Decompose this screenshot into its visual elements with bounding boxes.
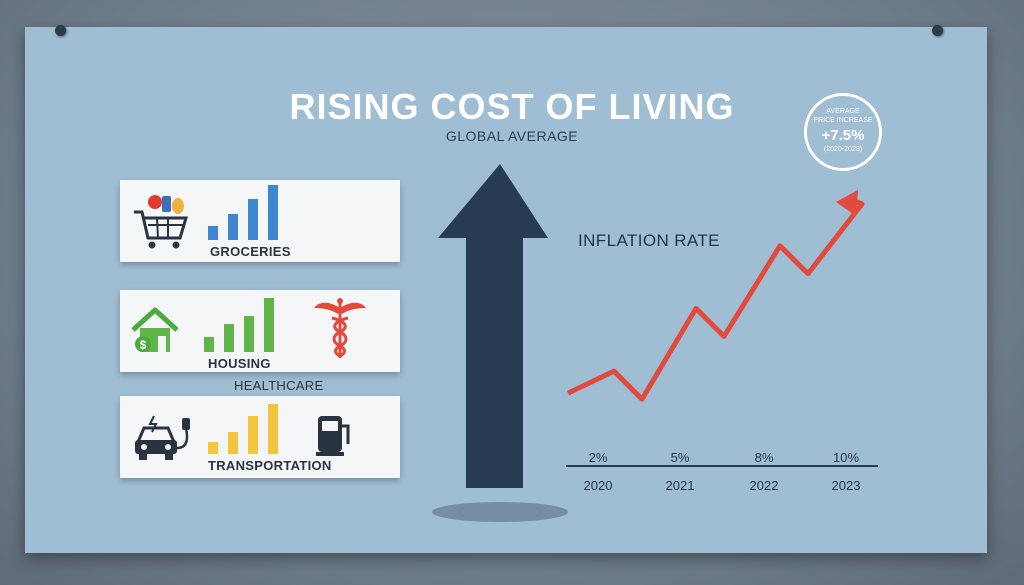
transportation-bars xyxy=(208,404,278,454)
pin-left xyxy=(55,25,66,36)
transportation-bar-1 xyxy=(208,442,218,454)
shopping-cart-icon xyxy=(134,195,189,249)
value-label-2020: 2% xyxy=(589,450,608,465)
transportation-bar-4 xyxy=(268,404,278,454)
housing-bars xyxy=(204,298,274,352)
inflation-arrowhead xyxy=(836,190,858,216)
car-charging-icon xyxy=(135,415,190,460)
average-increase-badge: AVERAGE PRICE INCREASE +7.5% (2020-2023) xyxy=(804,93,882,171)
badge-line2: PRICE INCREASE xyxy=(813,117,873,124)
transportation-bar-2 xyxy=(228,432,238,454)
housing-bar-4 xyxy=(264,298,274,352)
value-label-2023: 10% xyxy=(833,450,859,465)
groceries-card: GROCERIES xyxy=(120,180,400,262)
transportation-card: TRANSPORTATION xyxy=(120,396,400,478)
housing-card: $ HOUSING xyxy=(120,290,400,372)
pin-right xyxy=(932,25,943,36)
year-label-2022: 2022 xyxy=(750,478,779,493)
fuel-pump-icon xyxy=(316,416,350,456)
value-label-2022: 8% xyxy=(755,450,774,465)
groceries-bar-1 xyxy=(208,226,218,240)
inflation-line xyxy=(566,197,865,402)
big-up-arrow xyxy=(432,164,568,522)
inflation-line-chart: 2% 2020 5% 2021 8% 2022 10% 2023 xyxy=(566,190,878,493)
house-icon: $ xyxy=(131,307,179,352)
year-label-2021: 2021 xyxy=(666,478,695,493)
groceries-bars xyxy=(208,185,278,240)
groceries-bar-3 xyxy=(248,199,258,240)
housing-bar-3 xyxy=(244,316,254,352)
page-title: RISING COST OF LIVING xyxy=(289,86,735,127)
caduceus-icon xyxy=(314,298,366,358)
year-label-2023: 2023 xyxy=(832,478,861,493)
housing-bar-1 xyxy=(204,337,214,352)
groceries-bar-2 xyxy=(228,214,238,240)
transportation-bar-3 xyxy=(248,416,258,454)
healthcare-label: HEALTHCARE xyxy=(234,378,324,393)
groceries-label: GROCERIES xyxy=(210,244,291,259)
page-subtitle: GLOBAL AVERAGE xyxy=(445,128,579,144)
svg-text:$: $ xyxy=(140,338,147,352)
housing-bar-2 xyxy=(224,324,234,352)
badge-range: (2020-2023) xyxy=(823,146,863,153)
groceries-bar-4 xyxy=(268,185,278,240)
housing-label: HOUSING xyxy=(208,356,271,371)
value-label-2021: 5% xyxy=(671,450,690,465)
transportation-label: TRANSPORTATION xyxy=(208,458,332,473)
chart-title: INFLATION RATE xyxy=(578,231,720,250)
year-label-2020: 2020 xyxy=(584,478,613,493)
badge-line1: AVERAGE xyxy=(826,108,860,115)
badge-value: +7.5% xyxy=(821,127,865,144)
